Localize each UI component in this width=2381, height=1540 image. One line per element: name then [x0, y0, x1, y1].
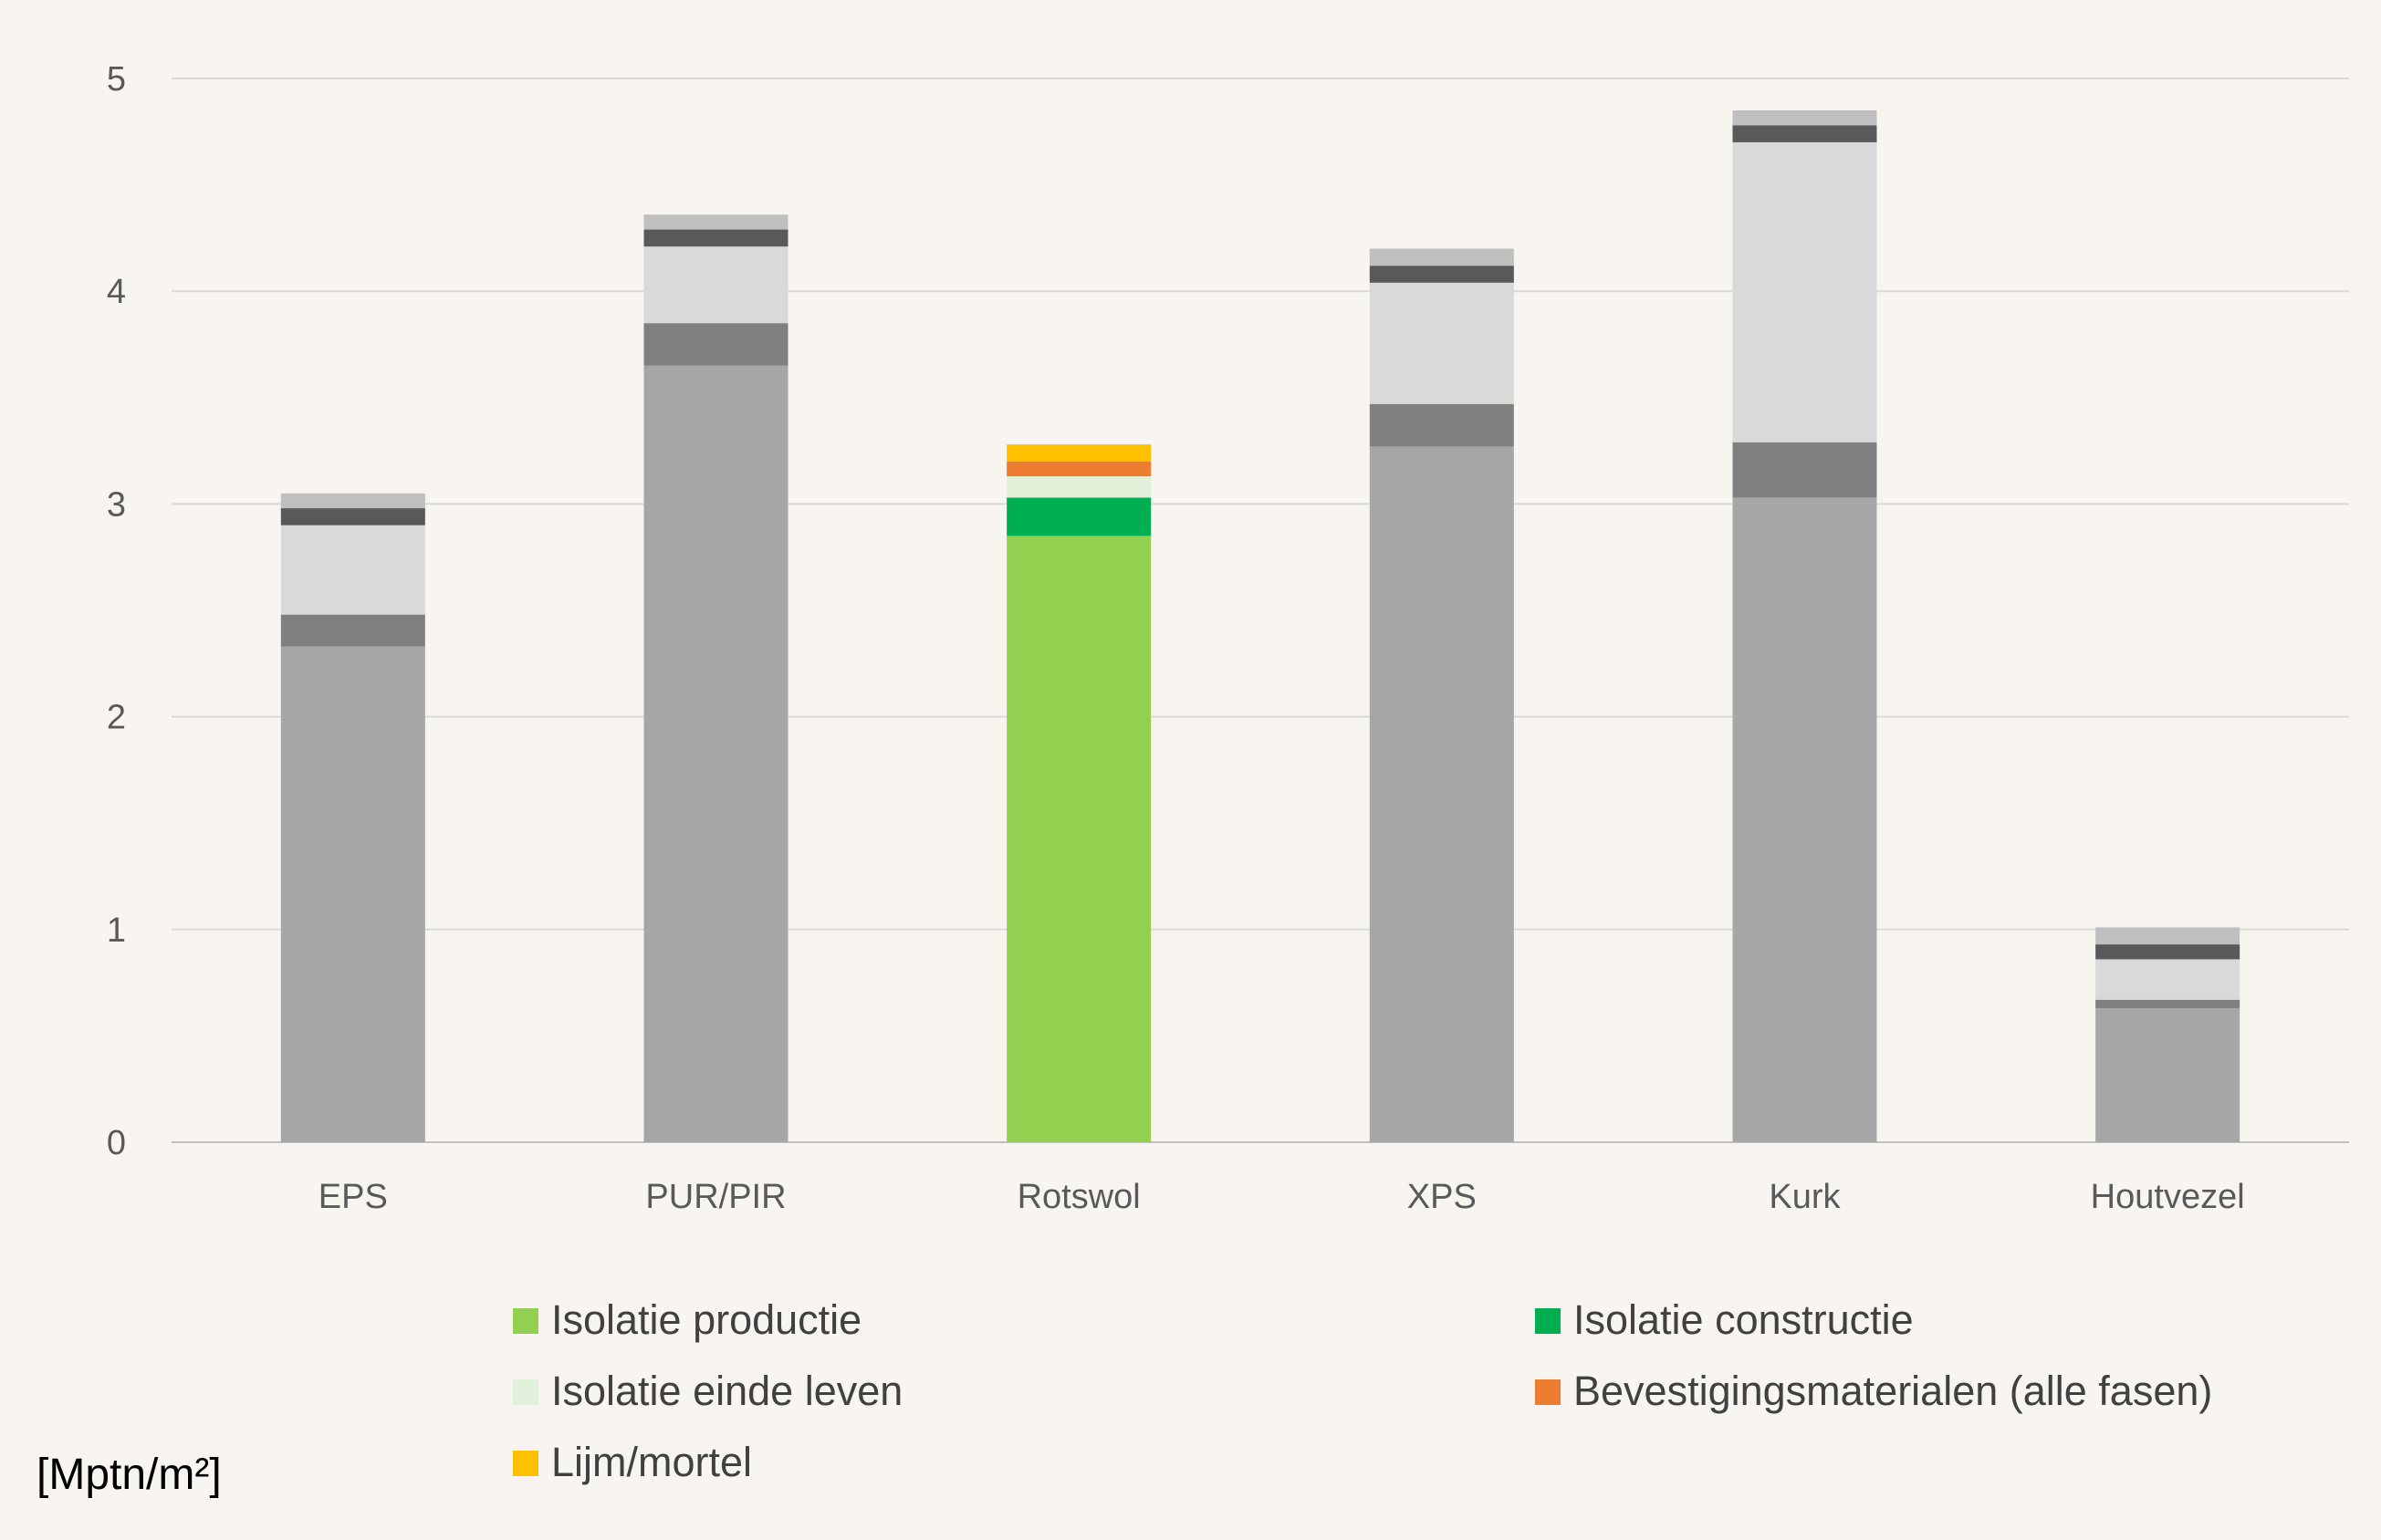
axis: 0 1 2 3 4 5 EPS PUR/PIR Rotswol XPS Kurk Houtvezel [107, 60, 2245, 1216]
bar-segment [643, 214, 788, 230]
y-tick-label: 3 [107, 485, 126, 524]
bar-segment [280, 493, 425, 509]
bar-segment [1007, 536, 1152, 1142]
bar-segment [1369, 248, 1514, 266]
legend-label: Lijm/mortel [551, 1439, 752, 1485]
legend-swatch [513, 1451, 538, 1476]
gridlines [172, 78, 2349, 1143]
bar-segment [1007, 461, 1152, 477]
bar-segment [1007, 444, 1152, 462]
legend-swatch [1535, 1379, 1561, 1405]
bars [280, 109, 2240, 1142]
bar-segment [643, 229, 788, 247]
y-tick-label: 1 [107, 911, 126, 950]
y-tick-label: 5 [107, 60, 126, 99]
x-tick-label: PUR/PIR [645, 1178, 786, 1216]
bar-segment [2095, 1008, 2240, 1142]
legend-swatch [513, 1308, 538, 1334]
bar-segment [643, 365, 788, 1142]
bar-segment [1732, 497, 1877, 1142]
legend-label: Isolatie einde leven [551, 1368, 903, 1414]
legend-label: Bevestigingsmaterialen (alle fasen) [1573, 1368, 2212, 1414]
bar-segment [1007, 497, 1152, 536]
x-tick-label: EPS [319, 1178, 388, 1216]
bar-segment [280, 646, 425, 1142]
unit-label: [Mptn/m²] [37, 1451, 222, 1499]
x-tick-label: XPS [1407, 1178, 1477, 1216]
y-tick-label: 2 [107, 699, 126, 737]
bar-segment [280, 525, 425, 615]
legend-label: Isolatie productie [551, 1296, 862, 1343]
bar-segment [2095, 959, 2240, 1000]
bar-segment [643, 246, 788, 324]
bar-segment [1369, 403, 1514, 447]
bar-segment [280, 508, 425, 525]
bar-segment [643, 323, 788, 366]
bar-segment [1369, 265, 1514, 283]
bar-segment [1732, 141, 1877, 442]
x-tick-label: Kurk [1769, 1178, 1841, 1216]
x-tick-label: Houtvezel [2091, 1178, 2245, 1216]
bar-segment [2095, 944, 2240, 960]
bar-segment [1369, 446, 1514, 1142]
legend-swatch [513, 1379, 538, 1405]
bar-segment [2095, 927, 2240, 945]
bar-segment [1732, 125, 1877, 142]
y-tick-label: 0 [107, 1124, 126, 1162]
bar-segment [1732, 442, 1877, 498]
bar-segment [2095, 999, 2240, 1009]
bar-segment [1732, 109, 1877, 126]
bar-segment [1369, 282, 1514, 404]
bar-segment [1007, 476, 1152, 498]
bar-segment [280, 614, 425, 647]
legend-label: Isolatie constructie [1573, 1296, 1914, 1343]
legend: Isolatie productie Isolatie constructie Is… [513, 1296, 2212, 1485]
x-tick-label: Rotswol [1018, 1178, 1141, 1216]
legend-swatch [1535, 1308, 1561, 1334]
y-tick-label: 4 [107, 273, 126, 311]
